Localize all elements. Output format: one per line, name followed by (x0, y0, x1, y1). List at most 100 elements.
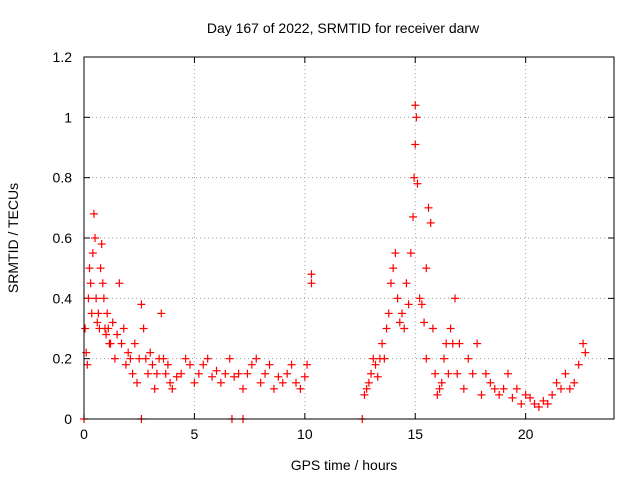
data-point (146, 348, 155, 357)
data-point (417, 300, 426, 309)
data-point (410, 173, 419, 182)
data-point (508, 393, 517, 402)
data-point (384, 309, 393, 318)
data-point (400, 324, 409, 333)
grid-lines (84, 57, 614, 419)
data-point (261, 369, 270, 378)
data-point (459, 384, 468, 393)
data-point (91, 234, 100, 242)
data-points (80, 101, 590, 423)
data-point (435, 384, 444, 393)
x-tick-label: 15 (407, 426, 423, 442)
data-point (94, 309, 103, 318)
data-point (269, 384, 278, 393)
data-point (287, 360, 296, 369)
y-tick-label: 0 (64, 411, 72, 427)
data-point (422, 354, 431, 363)
data-point (378, 339, 387, 348)
data-point (512, 384, 521, 393)
x-tick-label: 5 (191, 426, 199, 442)
data-point (106, 339, 115, 348)
data-point (420, 318, 429, 327)
data-point (486, 378, 495, 387)
data-point (152, 369, 161, 378)
data-point (412, 113, 421, 122)
x-axis-label: GPS time / hours (291, 457, 398, 473)
data-point (126, 354, 135, 363)
data-point (216, 378, 225, 387)
data-point (386, 279, 395, 288)
data-point (473, 339, 482, 348)
data-point (133, 378, 141, 387)
data-point (208, 372, 217, 381)
data-point (119, 324, 128, 333)
data-point (296, 384, 305, 393)
data-point (426, 218, 435, 227)
data-point (490, 384, 499, 393)
data-point (141, 354, 150, 363)
data-point (439, 354, 448, 363)
data-point (389, 264, 398, 273)
data-point (130, 339, 139, 348)
data-point (402, 279, 411, 288)
data-point (98, 279, 107, 288)
data-point (181, 354, 190, 363)
data-point (570, 378, 579, 387)
data-point (499, 384, 508, 393)
data-point (166, 378, 175, 387)
data-point (453, 369, 462, 378)
data-point (265, 360, 274, 369)
data-point (121, 360, 130, 369)
data-point (83, 360, 92, 369)
data-point (464, 354, 473, 363)
data-point (172, 372, 181, 381)
data-point (371, 360, 380, 369)
data-point (534, 402, 543, 411)
data-point (413, 179, 422, 188)
data-point (88, 249, 97, 258)
data-point (92, 294, 101, 303)
y-tick-label: 1 (64, 109, 72, 125)
data-point (159, 354, 168, 363)
data-point (548, 390, 557, 399)
data-point (415, 294, 424, 303)
data-point (230, 372, 239, 381)
data-point (93, 318, 102, 327)
data-point (221, 369, 230, 378)
data-point (574, 360, 583, 369)
data-point (104, 324, 113, 333)
data-point (96, 264, 105, 273)
x-tick-label: 10 (297, 426, 313, 442)
data-point (307, 279, 316, 288)
data-point (190, 378, 199, 387)
data-point (89, 209, 98, 218)
data-point (517, 399, 526, 408)
data-point (433, 390, 442, 399)
chart-title: Day 167 of 2022, SRMTID for receiver dar… (207, 20, 480, 36)
y-tick-label: 0.2 (53, 351, 73, 367)
y-axis-label: SRMTID / TECUs (5, 183, 21, 293)
data-point (398, 309, 406, 318)
data-point (225, 354, 234, 363)
data-point (561, 369, 570, 378)
data-point (212, 366, 221, 375)
data-point (552, 378, 561, 387)
data-point (186, 360, 194, 369)
data-point (103, 309, 112, 318)
data-point (117, 339, 126, 348)
data-point (102, 330, 111, 339)
data-point (455, 339, 464, 348)
data-point (177, 369, 186, 378)
x-axis-ticks: 0 5 10 15 20 (80, 57, 534, 442)
data-point (81, 324, 90, 333)
data-point (367, 369, 376, 378)
data-point (565, 384, 574, 393)
data-point (428, 324, 437, 333)
data-point (380, 354, 389, 363)
data-point (521, 390, 530, 399)
data-point (161, 369, 170, 378)
data-point (362, 384, 371, 393)
data-point (144, 369, 153, 378)
y-tick-label: 0.4 (53, 290, 73, 306)
